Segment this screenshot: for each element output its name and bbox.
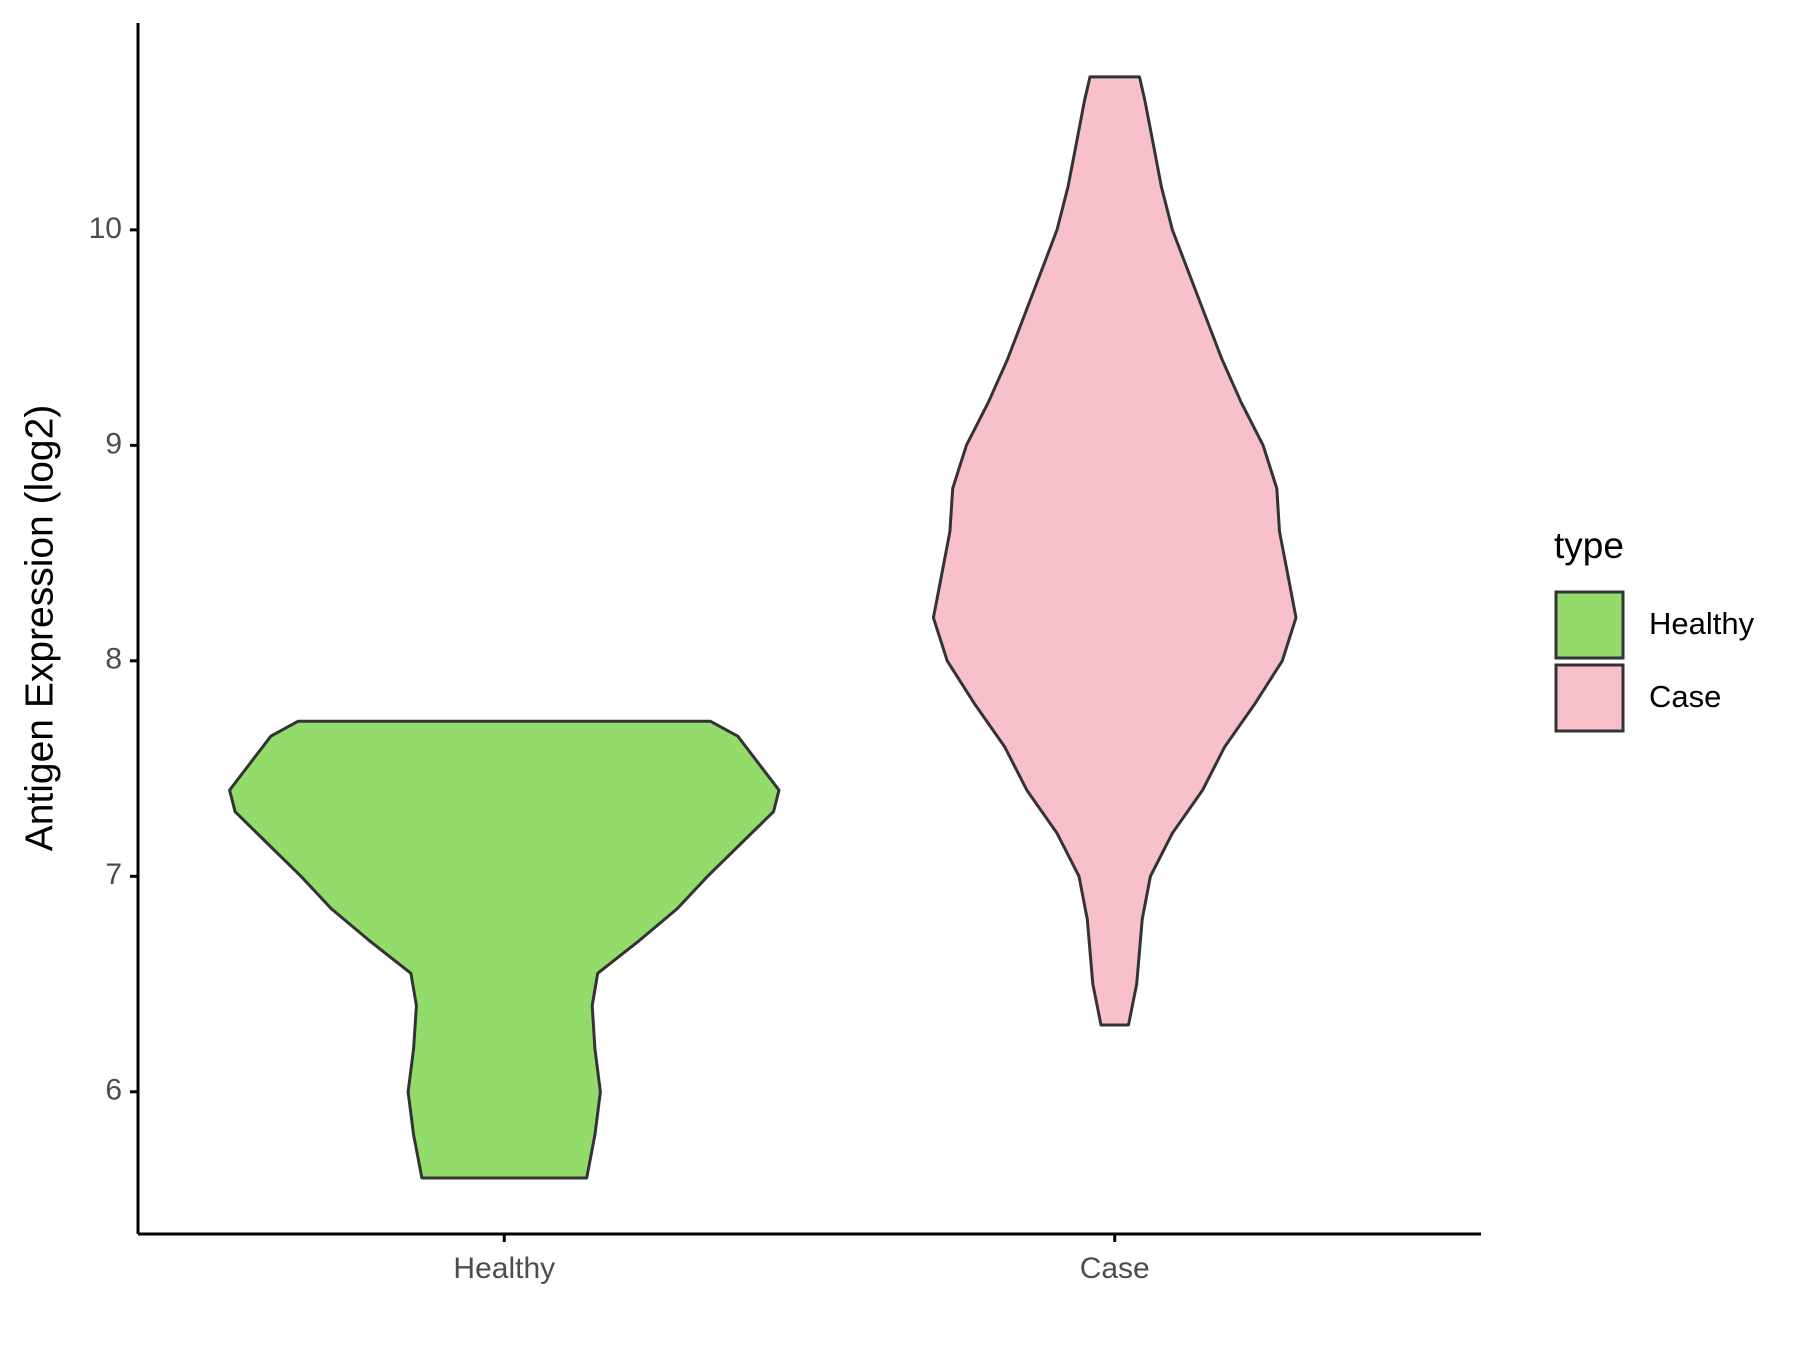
y-tick-label: 7	[105, 858, 122, 891]
y-tick-label: 8	[105, 643, 122, 676]
legend-label: Case	[1649, 679, 1721, 714]
violin	[931, 75, 1298, 1027]
violin	[228, 719, 781, 1180]
y-tick-label: 10	[89, 212, 122, 245]
x-tick-label: Healthy	[453, 1252, 555, 1285]
legend-key	[1554, 590, 1625, 660]
y-tick-label: 6	[105, 1074, 122, 1107]
legend-title: type	[1554, 525, 1624, 566]
x-tick-label: Case	[1080, 1252, 1150, 1285]
y-tick-label: 9	[105, 427, 122, 460]
legend-key	[1554, 663, 1625, 733]
y-axis-title: Antigen Expression (log2)	[18, 405, 61, 852]
legend-label: Healthy	[1649, 606, 1755, 641]
